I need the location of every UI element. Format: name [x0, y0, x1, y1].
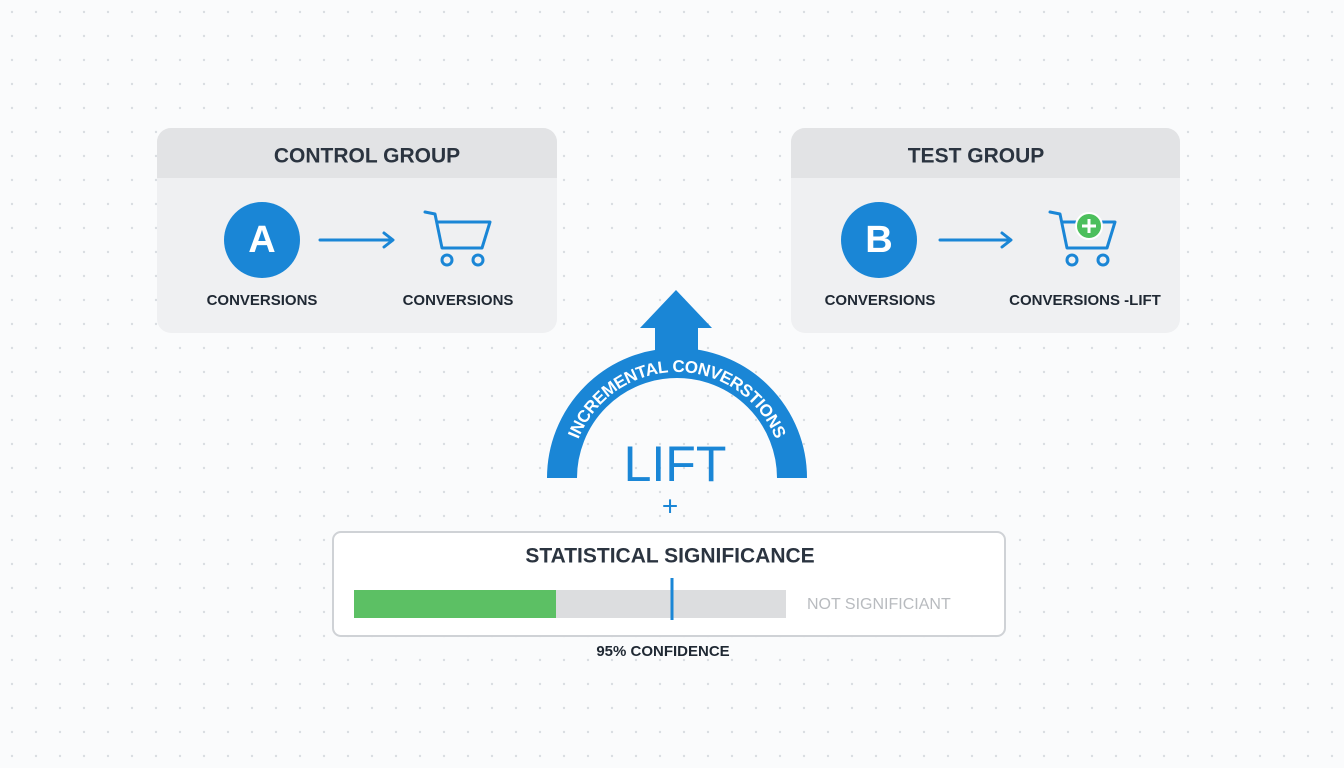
- lift-title: LIFT: [624, 436, 727, 492]
- card-title: CONTROL GROUP: [274, 145, 460, 168]
- panel-title: STATISTICAL SIGNIFICANCE: [525, 545, 814, 568]
- label: CONVERSIONS: [825, 292, 936, 309]
- test-card: TEST GROUP B CONVERSIONS CONVERSIONS -LI…: [791, 128, 1180, 333]
- lift-symbol: +: [662, 490, 678, 521]
- card-title: TEST GROUP: [908, 145, 1045, 168]
- label: CONVERSIONS: [207, 292, 318, 309]
- status: NOT SIGNIFICIANT: [807, 596, 951, 613]
- badge: A: [248, 219, 275, 261]
- label: CONVERSIONS: [403, 292, 514, 309]
- badge: B: [865, 219, 892, 261]
- label: CONVERSIONS -LIFT: [1009, 292, 1161, 309]
- control-card: CONTROL GROUP A CONVERSIONS CONVERSIONS: [157, 128, 557, 333]
- caption: 95% CONFIDENCE: [596, 643, 729, 660]
- significance-panel: STATISTICAL SIGNIFICANCE NOT SIGNIFICIAN…: [332, 531, 1006, 637]
